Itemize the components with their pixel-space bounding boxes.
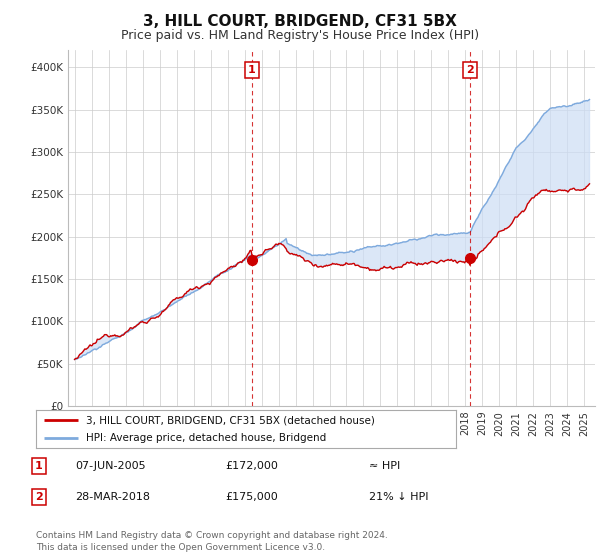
Text: 2: 2 [466,65,473,75]
Text: 07-JUN-2005: 07-JUN-2005 [75,461,146,471]
Text: £172,000: £172,000 [225,461,278,471]
Text: £175,000: £175,000 [225,492,278,502]
Text: 21% ↓ HPI: 21% ↓ HPI [369,492,428,502]
Text: 3, HILL COURT, BRIDGEND, CF31 5BX: 3, HILL COURT, BRIDGEND, CF31 5BX [143,14,457,29]
Text: Price paid vs. HM Land Registry's House Price Index (HPI): Price paid vs. HM Land Registry's House … [121,29,479,42]
Text: ≈ HPI: ≈ HPI [369,461,400,471]
Text: 28-MAR-2018: 28-MAR-2018 [75,492,150,502]
Text: Contains HM Land Registry data © Crown copyright and database right 2024.
This d: Contains HM Land Registry data © Crown c… [36,531,388,552]
Text: 3, HILL COURT, BRIDGEND, CF31 5BX (detached house): 3, HILL COURT, BRIDGEND, CF31 5BX (detac… [86,415,375,425]
Text: 1: 1 [35,461,43,471]
Text: 2: 2 [35,492,43,502]
Text: 1: 1 [248,65,256,75]
Text: HPI: Average price, detached house, Bridgend: HPI: Average price, detached house, Brid… [86,433,326,444]
